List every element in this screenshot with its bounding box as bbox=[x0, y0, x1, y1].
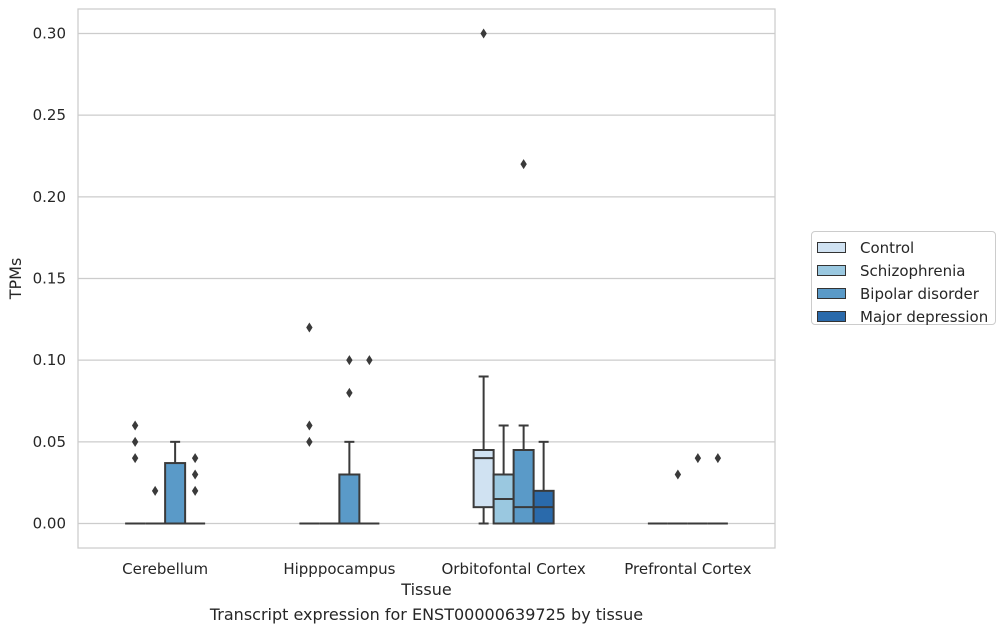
legend-label: Major depression bbox=[860, 307, 989, 326]
y-tick-label: 0.15 bbox=[33, 270, 66, 288]
x-tick-labels: Cerebellum Hipppocampus Orbitofontal Corte… bbox=[122, 560, 751, 578]
y-tick-label: 0.25 bbox=[33, 106, 66, 124]
box-iqr bbox=[164, 462, 187, 525]
outlier-point bbox=[366, 355, 373, 366]
x-tick-label: Prefrontal Cortex bbox=[624, 560, 751, 578]
outlier-point bbox=[131, 420, 139, 431]
legend-item: Schizophrenia bbox=[817, 259, 995, 282]
legend: Control Schizophrenia Bipolar disorder Majo… bbox=[811, 231, 996, 328]
outlier-point bbox=[191, 469, 199, 480]
box-iqr bbox=[338, 473, 361, 525]
legend-swatch bbox=[817, 265, 846, 276]
legend-label: Bipolar disorder bbox=[860, 284, 979, 303]
y-axis-label: TPMs bbox=[6, 258, 25, 301]
x-tick-label: Cerebellum bbox=[122, 560, 208, 578]
outlier-point bbox=[131, 453, 139, 464]
outlier-point bbox=[346, 355, 353, 366]
legend-label: Schizophrenia bbox=[860, 261, 966, 280]
box-control bbox=[125, 420, 146, 525]
box-major-depression bbox=[359, 355, 380, 525]
x-axis-label: Tissue bbox=[400, 580, 451, 599]
grid-lines bbox=[78, 32, 775, 525]
outlier-point bbox=[714, 453, 722, 464]
box-iqr bbox=[512, 449, 535, 525]
outlier-point bbox=[306, 436, 313, 447]
box-major-depression bbox=[532, 440, 555, 525]
outlier-point bbox=[191, 485, 199, 496]
outlier-point bbox=[346, 387, 353, 398]
y-tick-label: 0.20 bbox=[33, 188, 66, 206]
figure-caption: Transcript expression for ENST0000063972… bbox=[209, 605, 644, 624]
legend-item: Major depression bbox=[817, 305, 995, 328]
box-bipolar-disorder bbox=[687, 453, 708, 525]
box-control bbox=[472, 28, 495, 525]
x-tick-label: Orbitofontal Cortex bbox=[442, 560, 586, 578]
outlier-point bbox=[306, 420, 313, 431]
outlier-point bbox=[694, 453, 702, 464]
legend-item: Control bbox=[817, 236, 995, 259]
outlier-point bbox=[520, 159, 527, 170]
y-tick-label: 0.00 bbox=[33, 515, 66, 533]
box-major-depression bbox=[707, 453, 728, 525]
legend-swatch bbox=[817, 311, 846, 322]
legend-item: Bipolar disorder bbox=[817, 282, 995, 305]
outlier-point bbox=[306, 322, 313, 333]
outlier-point bbox=[674, 469, 682, 480]
y-tick-label: 0.05 bbox=[33, 433, 66, 451]
outlier-point bbox=[191, 453, 199, 464]
box-plots bbox=[125, 28, 728, 525]
box-schizophrenia bbox=[145, 485, 166, 525]
x-tick-label: Hipppocampus bbox=[283, 560, 395, 578]
box-major-depression bbox=[185, 453, 206, 525]
y-tick-label: 0.10 bbox=[33, 351, 66, 369]
legend-swatch bbox=[817, 242, 846, 253]
box-bipolar-disorder bbox=[338, 355, 361, 525]
outlier-point bbox=[151, 485, 159, 496]
outlier-point bbox=[131, 436, 139, 447]
plot-frame bbox=[77, 8, 776, 549]
y-tick-label: 0.30 bbox=[33, 25, 66, 43]
box-control bbox=[299, 322, 320, 525]
box-schizophrenia bbox=[667, 469, 688, 525]
y-tick-labels: 0.00 0.05 0.10 0.15 0.20 0.25 0.30 bbox=[33, 25, 66, 533]
box-bipolar-disorder bbox=[512, 159, 535, 525]
legend-label: Control bbox=[860, 238, 915, 257]
box-bipolar-disorder bbox=[164, 440, 187, 525]
box-schizophrenia bbox=[492, 424, 515, 525]
outlier-point bbox=[480, 28, 487, 39]
legend-swatch bbox=[817, 288, 846, 299]
